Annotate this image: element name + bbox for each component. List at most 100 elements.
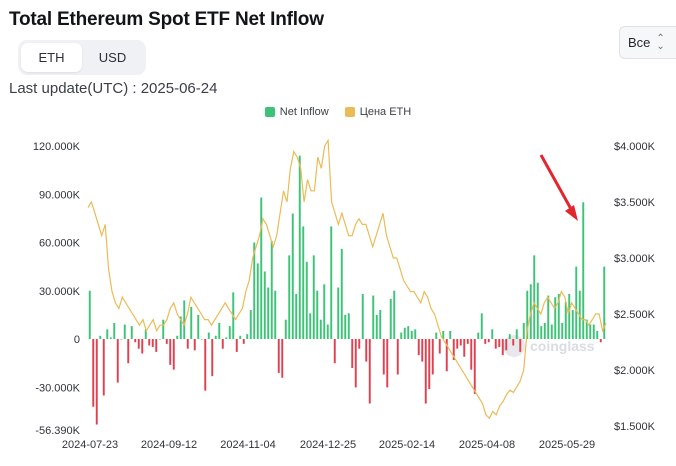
inflow-bar [305,261,308,339]
inflow-bar [505,339,508,351]
inflow-bar [473,339,476,394]
unit-toggle[interactable]: ETH USD [18,40,146,75]
inflow-bar [442,330,445,339]
inflow-bar [214,335,217,339]
left-axis-tick-label: 60.000K [39,238,81,250]
legend-item-net-inflow[interactable]: Net Inflow [264,106,329,118]
inflow-bar [470,339,473,370]
inflow-bar [368,339,371,404]
right-axis-tick-label: $3.500K [614,197,656,209]
left-axis-tick-label: 120.000K [33,141,81,153]
inflow-bar [330,226,333,339]
inflow-bar [186,339,189,349]
inflow-bar [449,330,452,339]
inflow-bar [386,339,389,388]
inflow-bar [155,339,158,352]
inflow-bar [354,339,357,388]
inflow-bar [106,329,109,339]
inflow-bar [589,324,592,339]
inflow-bar [172,339,175,370]
inflow-bar [372,295,375,339]
inflow-bar [218,322,221,339]
inflow-bar [211,339,214,377]
right-axis-tick-label: $3.000K [614,253,656,265]
inflow-bar [351,339,354,369]
inflow-bar [414,329,417,339]
x-axis-tick-label: 2024-11-04 [220,439,275,451]
inflow-bar [246,334,249,339]
inflow-bar [295,293,298,339]
inflow-bar [263,271,266,339]
inflow-bar [207,332,210,339]
inflow-bar [477,332,480,339]
x-axis-tick-label: 2025-02-14 [379,439,435,451]
inflow-bar [379,310,382,339]
inflow-bar [200,339,203,340]
inflow-bar [571,310,574,339]
inflow-bar [575,266,578,340]
inflow-bar [158,339,161,340]
inflow-bar [491,329,494,339]
inflow-bar [435,332,438,339]
time-range-select[interactable]: Все ⌃ ⌄ [619,26,676,59]
inflow-bar [393,290,396,339]
inflow-bar [347,313,350,339]
inflow-bar [337,287,340,339]
inflow-bar [235,339,238,352]
inflow-bar [361,293,364,339]
inflow-bar [603,266,606,340]
inflow-bar [113,322,116,339]
legend-swatch-eth-price [344,107,355,117]
inflow-bar [291,213,294,339]
inflow-bar [127,339,130,364]
inflow-bar [298,155,301,339]
inflow-bar [498,339,501,348]
inflow-bar [183,300,186,339]
inflow-bar [239,335,242,339]
legend-item-eth-price[interactable]: Цена ETH [344,106,411,118]
right-axis-tick-label: $4.000K [614,141,656,153]
chart-legend: Net Inflow Цена ETH [0,106,676,118]
inflow-bar [421,339,424,362]
inflow-bar [193,339,196,351]
inflow-bar [431,339,434,375]
inflow-bar [452,339,455,360]
inflow-bar [144,329,147,339]
inflow-bar [407,326,410,339]
time-range-value: Все [628,35,651,50]
inflow-bar [456,339,459,349]
inflow-bar [274,290,277,339]
inflow-bar [561,322,564,339]
unit-option-eth[interactable]: ETH [21,43,82,72]
chevron-updown-icon: ⌃ ⌄ [656,32,665,52]
unit-option-usd[interactable]: USD [98,50,127,65]
inflow-bar [228,326,231,339]
inflow-bar [543,322,546,339]
inflow-bar [95,339,98,425]
left-axis-tick-label: -30.000K [35,382,80,394]
red-arrow-annotation [539,154,578,221]
inflow-bar [526,290,529,339]
inflow-bar [445,339,448,372]
right-axis-tick-label: $1.500K [614,421,656,433]
inflow-bar [382,339,385,375]
inflow-bar [288,255,291,339]
inflow-bar [225,337,228,339]
inflow-bar [484,339,487,344]
inflow-bar [176,335,179,339]
inflow-bar [260,197,263,339]
inflow-bar [463,339,466,357]
inflow-bar [340,248,343,339]
inflow-bar [585,319,588,339]
inflow-bar [596,330,599,339]
inflow-bar [333,339,336,364]
inflow-bar [179,316,182,339]
inflow-bar [123,324,126,339]
inflow-bar [99,335,102,339]
inflow-bar [375,314,378,340]
inflow-bar [515,329,518,339]
left-axis-tick-label: 30.000K [39,286,81,298]
inflow-bar [249,310,252,339]
inflow-bar [403,327,406,339]
x-axis-tick-label: 2024-07-23 [62,439,118,451]
